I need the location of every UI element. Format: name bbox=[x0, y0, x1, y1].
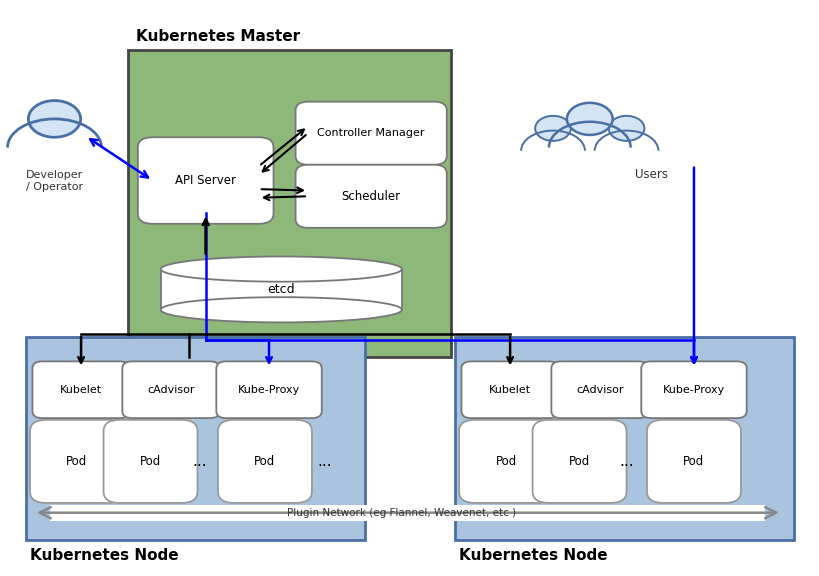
Bar bbox=[50, 505, 765, 521]
FancyBboxPatch shape bbox=[30, 420, 124, 503]
Circle shape bbox=[608, 116, 644, 141]
FancyBboxPatch shape bbox=[122, 361, 219, 418]
Text: Scheduler: Scheduler bbox=[342, 190, 400, 203]
Ellipse shape bbox=[161, 297, 401, 323]
Text: ...: ... bbox=[192, 454, 207, 469]
Text: ...: ... bbox=[316, 454, 331, 469]
Ellipse shape bbox=[161, 256, 401, 282]
FancyBboxPatch shape bbox=[459, 420, 552, 503]
Text: Users: Users bbox=[634, 168, 667, 181]
FancyBboxPatch shape bbox=[550, 361, 648, 418]
Text: Kubelet: Kubelet bbox=[60, 385, 102, 395]
FancyBboxPatch shape bbox=[646, 420, 740, 503]
Text: Kubernetes Master: Kubernetes Master bbox=[136, 29, 300, 44]
Text: Plugin Network (eg Flannel, Weavenet, etc ): Plugin Network (eg Flannel, Weavenet, et… bbox=[287, 507, 516, 518]
Bar bbox=[455, 337, 793, 540]
Text: etcd: etcd bbox=[267, 283, 295, 296]
Text: API Server: API Server bbox=[175, 174, 236, 187]
Text: Pod: Pod bbox=[568, 455, 590, 468]
FancyBboxPatch shape bbox=[218, 420, 311, 503]
Bar bbox=[128, 50, 450, 357]
Text: Pod: Pod bbox=[254, 455, 275, 468]
FancyBboxPatch shape bbox=[138, 137, 274, 224]
Text: ...: ... bbox=[618, 454, 633, 469]
FancyBboxPatch shape bbox=[33, 361, 129, 418]
FancyBboxPatch shape bbox=[640, 361, 746, 418]
Text: Kubelet: Kubelet bbox=[488, 385, 531, 395]
Text: cAdvisor: cAdvisor bbox=[576, 385, 623, 395]
Bar bbox=[26, 337, 364, 540]
Text: Kubernetes Node: Kubernetes Node bbox=[30, 548, 179, 563]
Text: Kubernetes Node: Kubernetes Node bbox=[459, 548, 607, 563]
FancyBboxPatch shape bbox=[532, 420, 626, 503]
Text: Pod: Pod bbox=[140, 455, 161, 468]
Circle shape bbox=[566, 103, 612, 135]
Text: Pod: Pod bbox=[682, 455, 704, 468]
FancyBboxPatch shape bbox=[295, 165, 446, 228]
Circle shape bbox=[535, 116, 570, 141]
Text: Kube-Proxy: Kube-Proxy bbox=[238, 385, 300, 395]
FancyBboxPatch shape bbox=[103, 420, 197, 503]
Text: Developer
/ Operator: Developer / Operator bbox=[26, 170, 83, 192]
FancyBboxPatch shape bbox=[216, 361, 321, 418]
Circle shape bbox=[29, 101, 80, 137]
Text: cAdvisor: cAdvisor bbox=[147, 385, 194, 395]
FancyBboxPatch shape bbox=[461, 361, 558, 418]
Text: Controller Manager: Controller Manager bbox=[317, 128, 424, 138]
Text: Kube-Proxy: Kube-Proxy bbox=[662, 385, 724, 395]
FancyBboxPatch shape bbox=[295, 102, 446, 165]
Text: Pod: Pod bbox=[66, 455, 88, 468]
Text: Pod: Pod bbox=[495, 455, 516, 468]
Bar bbox=[161, 269, 401, 310]
